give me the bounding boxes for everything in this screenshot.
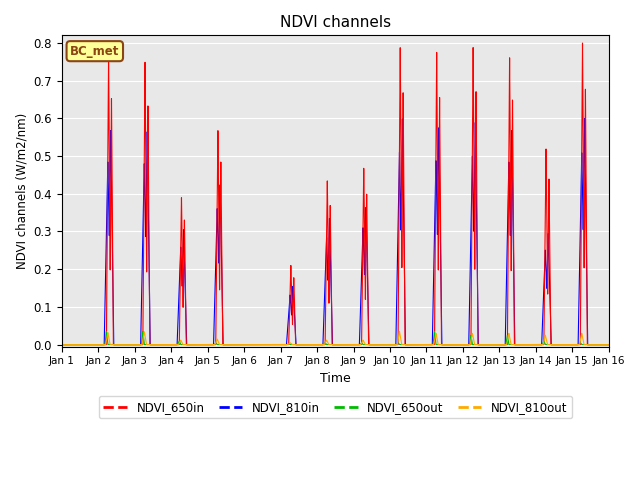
NDVI_650out bbox=[605, 342, 612, 348]
Legend: NDVI_650in, NDVI_810in, NDVI_650out, NDVI_810out: NDVI_650in, NDVI_810in, NDVI_650out, NDV… bbox=[99, 396, 572, 419]
NDVI_650in bbox=[570, 342, 577, 348]
NDVI_810out bbox=[317, 342, 324, 348]
Line: NDVI_650in: NDVI_650in bbox=[62, 43, 609, 345]
NDVI_810in bbox=[388, 342, 396, 348]
NDVI_810out bbox=[450, 342, 458, 348]
NDVI_650out bbox=[388, 342, 396, 348]
NDVI_650out bbox=[317, 342, 324, 348]
NDVI_650in bbox=[388, 342, 396, 348]
NDVI_650in bbox=[409, 342, 417, 348]
NDVI_650in bbox=[605, 342, 612, 348]
Line: NDVI_810in: NDVI_810in bbox=[62, 119, 609, 345]
NDVI_650out bbox=[58, 342, 66, 348]
NDVI_810in bbox=[317, 342, 324, 348]
NDVI_810in bbox=[409, 342, 417, 348]
Title: NDVI channels: NDVI channels bbox=[280, 15, 391, 30]
NDVI_810out bbox=[605, 342, 612, 348]
NDVI_810in bbox=[450, 342, 458, 348]
Y-axis label: NDVI channels (W/m2/nm): NDVI channels (W/m2/nm) bbox=[15, 113, 28, 269]
Line: NDVI_810out: NDVI_810out bbox=[62, 331, 609, 345]
NDVI_810in bbox=[195, 342, 202, 348]
NDVI_810out bbox=[409, 342, 417, 348]
NDVI_650in bbox=[579, 40, 586, 46]
NDVI_810out bbox=[388, 342, 396, 348]
NDVI_650in bbox=[195, 342, 202, 348]
Text: BC_met: BC_met bbox=[70, 45, 120, 58]
X-axis label: Time: Time bbox=[320, 372, 351, 385]
NDVI_650in bbox=[317, 342, 324, 348]
NDVI_650out bbox=[431, 328, 438, 334]
NDVI_650out bbox=[450, 342, 458, 348]
Line: NDVI_650out: NDVI_650out bbox=[62, 331, 609, 345]
NDVI_810in bbox=[570, 342, 577, 348]
NDVI_650out bbox=[195, 342, 202, 348]
NDVI_650out bbox=[409, 342, 417, 348]
NDVI_650in bbox=[450, 342, 458, 348]
NDVI_810out bbox=[195, 342, 202, 348]
NDVI_810out bbox=[570, 342, 577, 348]
NDVI_810in bbox=[58, 342, 66, 348]
NDVI_650out bbox=[570, 342, 577, 348]
NDVI_650in bbox=[58, 342, 66, 348]
NDVI_810in bbox=[605, 342, 612, 348]
NDVI_810out bbox=[58, 342, 66, 348]
NDVI_810out bbox=[396, 328, 403, 334]
NDVI_810in bbox=[581, 116, 589, 121]
